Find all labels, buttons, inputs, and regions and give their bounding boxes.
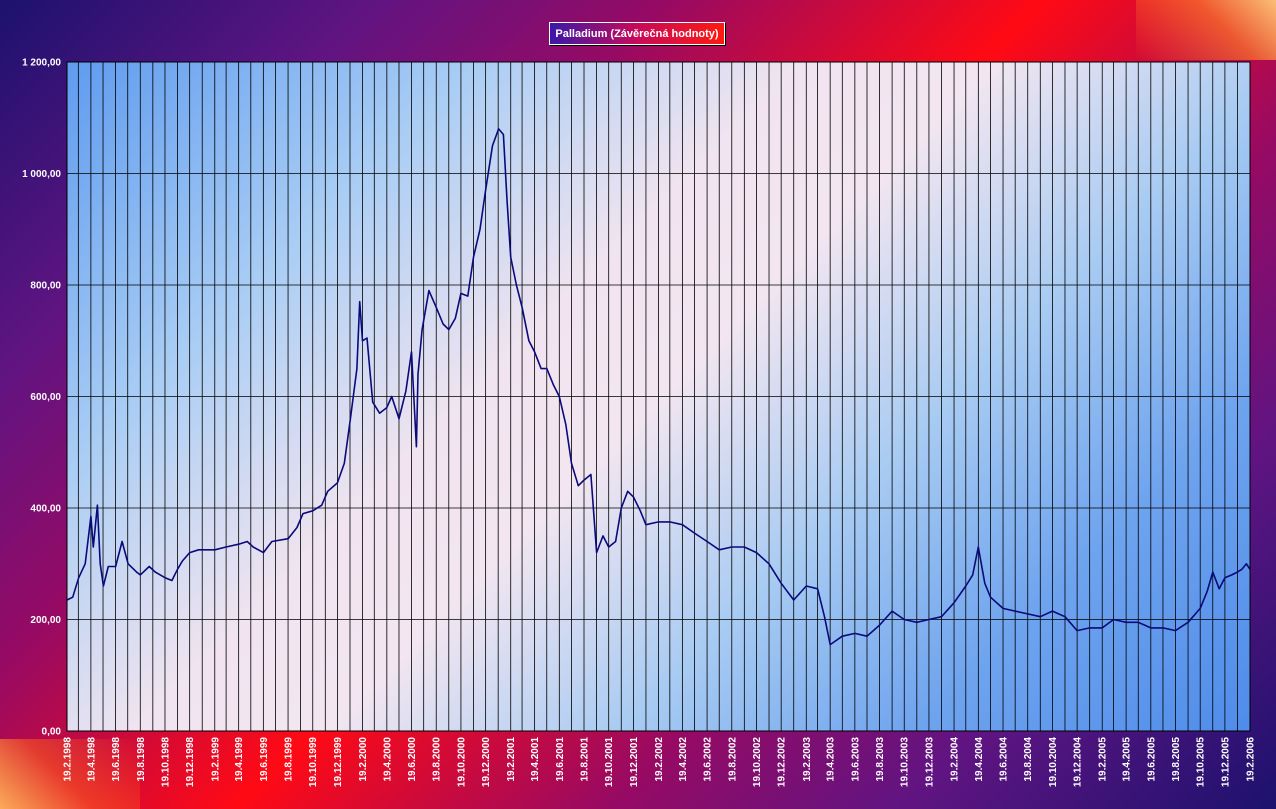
x-tick-label: 19.10.2001 — [604, 737, 615, 787]
x-tick-label: 19.4.2005 — [1122, 737, 1133, 782]
x-tick-label: 19.2.2006 — [1246, 737, 1257, 782]
x-tick-label: 19.10.2000 — [456, 737, 467, 787]
x-tick-label: 19.2.2002 — [654, 737, 665, 782]
x-tick-label: 19.2.1999 — [210, 737, 221, 782]
x-tick-label: 19.6.2001 — [555, 737, 566, 782]
x-tick-label: 19.2.2004 — [950, 737, 961, 782]
x-tick-label: 19.4.2003 — [826, 737, 837, 782]
x-tick-label: 19.10.1999 — [308, 737, 319, 787]
x-tick-label: 19.4.2002 — [678, 737, 689, 782]
x-tick-label: 19.4.2001 — [530, 737, 541, 782]
y-axis-ticks: 0,00 200,00 400,00 600,00 800,00 1 000,00 1 20… — [22, 58, 61, 738]
x-tick-label: 19.12.2004 — [1073, 737, 1084, 787]
x-tick-label: 19.2.1998 — [63, 737, 74, 782]
x-tick-label: 19.8.2000 — [432, 737, 443, 782]
y-tick-label: 400,00 — [30, 504, 61, 515]
x-tick-label: 19.6.2000 — [407, 737, 418, 782]
x-tick-label: 19.4.1999 — [234, 737, 245, 782]
x-tick-label: 19.8.2004 — [1023, 737, 1034, 782]
x-tick-label: 19.12.1998 — [185, 737, 196, 787]
x-tick-label: 19.6.1998 — [111, 737, 122, 782]
x-tick-label: 19.8.2001 — [580, 737, 591, 782]
x-tick-label: 19.4.2004 — [974, 737, 985, 782]
x-tick-label: 19.8.2005 — [1171, 737, 1182, 782]
x-tick-label: 19.4.1998 — [86, 737, 97, 782]
x-tick-label: 19.10.2002 — [752, 737, 763, 787]
x-tick-label: 19.10.1998 — [160, 737, 171, 787]
x-tick-label: 19.2.2000 — [358, 737, 369, 782]
x-tick-label: 19.6.2003 — [850, 737, 861, 782]
x-tick-label: 19.6.2002 — [703, 737, 714, 782]
series-layer — [66, 128, 1251, 646]
x-tick-label: 19.8.1998 — [136, 737, 147, 782]
x-tick-label: 19.12.2001 — [629, 737, 640, 787]
x-tick-label: 19.2.2001 — [506, 737, 517, 782]
x-tick-label: 19.12.2000 — [481, 737, 492, 787]
chart-title: Palladium (Závěrečná hodnoty) — [549, 22, 725, 45]
grid-lines — [66, 61, 1251, 732]
x-axis-ticks: 19.2.1998 19.4.1998 19.6.1998 19.8.1998 19.1… — [63, 737, 1257, 787]
x-tick-label: 19.10.2005 — [1196, 737, 1207, 787]
y-tick-label: 600,00 — [30, 392, 61, 403]
y-tick-label: 1 200,00 — [22, 58, 61, 69]
x-tick-label: 19.8.1999 — [284, 737, 295, 782]
plot-border — [66, 61, 1251, 732]
x-tick-label: 19.12.1999 — [333, 737, 344, 787]
y-tick-label: 0,00 — [42, 727, 62, 738]
series-line — [66, 128, 1251, 646]
y-tick-label: 200,00 — [30, 615, 61, 626]
x-tick-label: 19.8.2003 — [875, 737, 886, 782]
x-tick-label: 19.2.2005 — [1098, 737, 1109, 782]
x-tick-label: 19.2.2003 — [802, 737, 813, 782]
background-glow-top-right — [1136, 0, 1276, 60]
background-glow-bottom-left — [0, 739, 140, 809]
x-tick-label: 19.4.2000 — [382, 737, 393, 782]
y-tick-label: 800,00 — [30, 281, 61, 292]
x-tick-label: 19.6.1999 — [259, 737, 270, 782]
x-tick-label: 19.6.2004 — [999, 737, 1010, 782]
x-tick-label: 19.10.2004 — [1048, 737, 1059, 787]
x-tick-label: 19.12.2005 — [1220, 737, 1231, 787]
x-tick-label: 19.6.2005 — [1146, 737, 1157, 782]
x-tick-label: 19.12.2003 — [924, 737, 935, 787]
x-tick-label: 19.8.2002 — [727, 737, 738, 782]
y-tick-label: 1 000,00 — [22, 169, 61, 180]
x-tick-label: 19.12.2002 — [777, 737, 788, 787]
x-tick-label: 19.10.2003 — [900, 737, 911, 787]
